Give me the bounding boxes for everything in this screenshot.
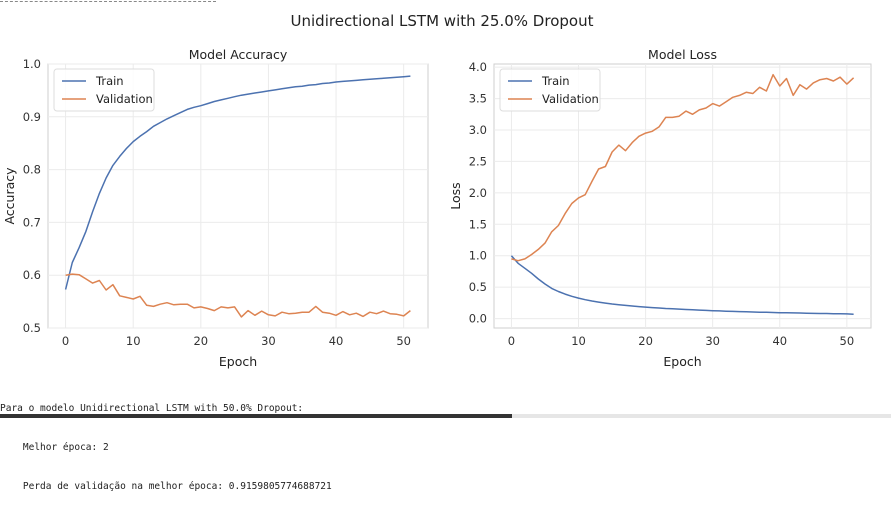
x-tick-label: 30 bbox=[705, 334, 720, 348]
y-tick-label: 3.0 bbox=[469, 123, 487, 137]
x-tick-label: 20 bbox=[193, 334, 208, 348]
accuracy-chart: 0 10 20 30 40 50 0.5 0.6 0.7 0.8 0.9 1.0 Model Accu… bbox=[2, 47, 429, 369]
x-tick-label: 40 bbox=[772, 334, 787, 348]
loss-lines bbox=[510, 73, 855, 315]
legend-label: Validation bbox=[542, 92, 599, 106]
y-tick-label: 3.5 bbox=[469, 92, 487, 106]
figure: Unidirectional LSTM with 25.0% Dropout 0… bbox=[2, 12, 872, 369]
x-tick-label: 10 bbox=[571, 334, 586, 348]
x-tick-label: 50 bbox=[840, 334, 855, 348]
console-line: Melhor época: 2 bbox=[0, 442, 109, 453]
console-line: Para o modelo Unidirectional LSTM with 5… bbox=[0, 403, 304, 414]
accuracy-y-axis-label: Accuracy bbox=[2, 167, 17, 225]
legend-box bbox=[53, 68, 155, 112]
y-tick-label: 2.5 bbox=[469, 154, 487, 168]
y-tick-label: 0.5 bbox=[23, 321, 41, 335]
accuracy-ticks: 0 10 20 30 40 50 0.5 0.6 0.7 0.8 0.9 1.0 bbox=[23, 57, 411, 348]
y-tick-label: 0.0 bbox=[469, 312, 487, 326]
y-tick-label: 1.0 bbox=[469, 249, 487, 263]
loss-chart: 0 10 20 30 40 50 0.0 0.5 1.0 1.5 2.0 2.5 3.0 3.5 4.0 M… bbox=[448, 47, 872, 369]
series-line-validation bbox=[65, 273, 411, 318]
loss-legend: Train Validation bbox=[499, 68, 601, 112]
output-separator bbox=[0, 1, 216, 2]
x-tick-label: 20 bbox=[638, 334, 653, 348]
legend-label: Validation bbox=[96, 92, 153, 106]
y-tick-label: 2.0 bbox=[469, 186, 487, 200]
x-tick-label: 0 bbox=[508, 334, 515, 348]
accuracy-chart-title: Model Accuracy bbox=[189, 47, 288, 62]
y-tick-label: 1.0 bbox=[23, 57, 41, 71]
legend-label: Train bbox=[541, 74, 570, 88]
loss-chart-title: Model Loss bbox=[648, 47, 717, 62]
loss-x-axis-label: Epoch bbox=[663, 354, 701, 369]
y-tick-label: 0.8 bbox=[23, 163, 41, 177]
series-line-train bbox=[64, 75, 411, 290]
y-tick-label: 0.9 bbox=[23, 110, 41, 124]
x-tick-label: 30 bbox=[261, 334, 276, 348]
series-line-train bbox=[510, 255, 854, 315]
accuracy-legend: Train Validation bbox=[53, 68, 155, 112]
x-tick-label: 0 bbox=[62, 334, 69, 348]
series-line-validation bbox=[511, 73, 855, 262]
console-output: Para o modelo Unidirectional LSTM with 5… bbox=[0, 376, 332, 506]
x-tick-label: 40 bbox=[329, 334, 344, 348]
legend-label: Train bbox=[95, 74, 124, 88]
legend-box bbox=[499, 68, 601, 112]
figure-suptitle: Unidirectional LSTM with 25.0% Dropout bbox=[291, 12, 594, 30]
y-tick-label: 1.5 bbox=[469, 217, 487, 231]
y-tick-label: 0.5 bbox=[469, 280, 487, 294]
accuracy-x-axis-label: Epoch bbox=[219, 354, 257, 369]
y-tick-label: 0.7 bbox=[23, 215, 41, 229]
y-tick-label: 4.0 bbox=[469, 60, 487, 74]
x-tick-label: 10 bbox=[126, 334, 141, 348]
y-tick-label: 0.6 bbox=[23, 268, 41, 282]
accuracy-lines bbox=[64, 75, 411, 318]
x-tick-label: 50 bbox=[396, 334, 411, 348]
console-line: Perda de validação na melhor época: 0.91… bbox=[0, 481, 332, 492]
loss-ticks: 0 10 20 30 40 50 0.0 0.5 1.0 1.5 2.0 2.5 3.0 3.5 4.0 bbox=[469, 60, 854, 348]
loss-y-axis-label: Loss bbox=[448, 182, 463, 209]
horizontal-scrollbar-thumb[interactable] bbox=[0, 414, 512, 418]
horizontal-scrollbar-track[interactable] bbox=[512, 414, 891, 418]
